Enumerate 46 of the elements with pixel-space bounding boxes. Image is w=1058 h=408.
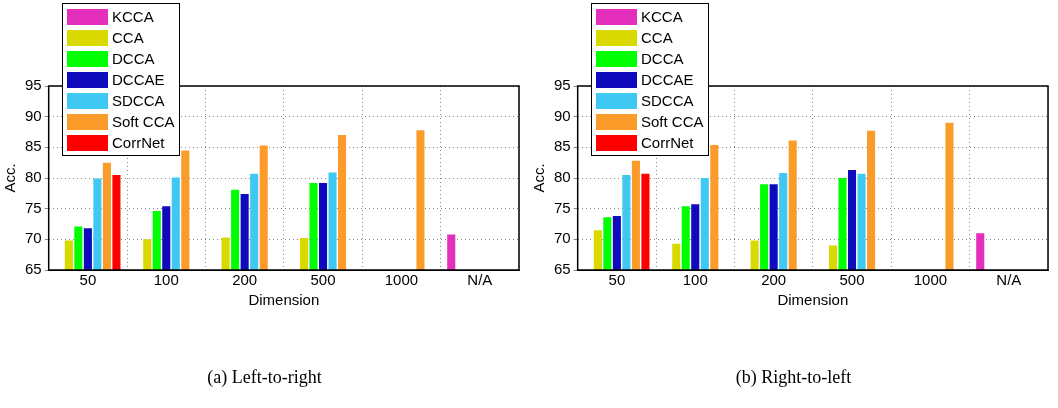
legend-label: DCCA xyxy=(641,50,684,67)
y-tick-label: 90 xyxy=(25,106,42,124)
text: (b) Right-to-left xyxy=(734,367,853,388)
x-tick-label: N/A xyxy=(996,271,1022,289)
y-axis-title: Acc. xyxy=(530,163,548,193)
x-tick-label: 200 xyxy=(232,271,258,289)
y-tick-label: 65 xyxy=(554,260,571,278)
y-tick-label: 95 xyxy=(554,76,571,94)
y-tick-label: 75 xyxy=(554,198,571,216)
y-tick-label: 90 xyxy=(554,106,571,124)
x-tick-label: 50 xyxy=(79,271,97,289)
y-tick-label: 70 xyxy=(25,229,42,247)
x-tick-label: 500 xyxy=(310,271,336,289)
legend-label: CorrNet xyxy=(641,134,694,151)
x-axis-title: Dimension xyxy=(777,291,849,309)
x-axis-title: Dimension xyxy=(248,291,320,309)
y-tick-label: 95 xyxy=(25,76,42,94)
legend-label: KCCA xyxy=(112,8,154,25)
y-tick-label: 85 xyxy=(554,137,571,155)
legend-label: SDCCA xyxy=(112,92,165,109)
x-tick-label: 1000 xyxy=(913,271,948,289)
legend-label: Soft CCA xyxy=(112,113,175,130)
y-tick-label: 80 xyxy=(25,168,42,186)
legend-label: DCCAE xyxy=(641,71,694,88)
x-tick-label: 100 xyxy=(682,271,708,289)
y-axis-title: Acc. xyxy=(1,163,19,193)
legend-label: Soft CCA xyxy=(641,113,704,130)
legend-label: DCCAE xyxy=(112,71,165,88)
y-tick-label: 70 xyxy=(554,229,571,247)
y-tick-label: 65 xyxy=(25,260,42,278)
legend-label: SDCCA xyxy=(641,92,694,109)
y-tick-label: 80 xyxy=(554,168,571,186)
x-tick-label: 50 xyxy=(608,271,626,289)
y-tick-label: 85 xyxy=(25,137,42,155)
text: (a) Left-to-right xyxy=(206,367,323,388)
x-tick-label: N/A xyxy=(467,271,493,289)
x-tick-label: 100 xyxy=(153,271,179,289)
legend-label: CCA xyxy=(641,29,673,46)
legend-label: CorrNet xyxy=(112,134,165,151)
x-tick-label: 500 xyxy=(839,271,865,289)
legend-label: KCCA xyxy=(641,8,683,25)
legend-label: CCA xyxy=(112,29,144,46)
y-tick-label: 75 xyxy=(25,198,42,216)
legend-label: DCCA xyxy=(112,50,155,67)
x-tick-label: 200 xyxy=(761,271,787,289)
x-tick-label: 1000 xyxy=(384,271,419,289)
